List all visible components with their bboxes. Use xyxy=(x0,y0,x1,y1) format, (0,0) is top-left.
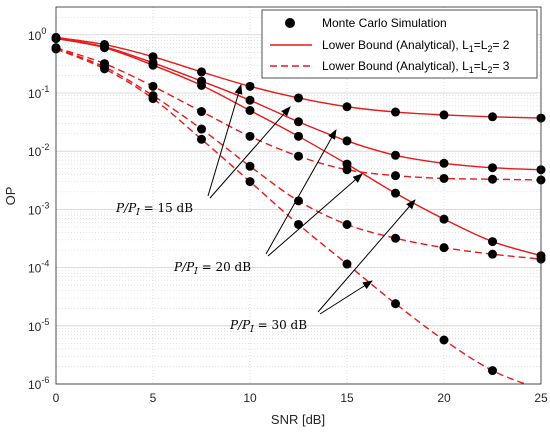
arrow-15db-to-dashed xyxy=(209,106,291,199)
sim-point-s1 xyxy=(245,81,255,91)
arrow-30db-to-solid xyxy=(317,199,416,313)
x-tick-label: 0 xyxy=(53,391,60,405)
legend-marker-simulation xyxy=(285,18,295,28)
arrow-15db-to-solid xyxy=(207,84,243,197)
sim-point-s5 xyxy=(439,243,449,253)
legend-label-solid: Lower Bound (Analytical), L1=L2= 2 xyxy=(322,38,510,54)
sim-point-s2 xyxy=(488,163,497,173)
sim-point-s6 xyxy=(245,177,255,187)
annotation-15db: P/PI = 15 dB xyxy=(115,84,291,218)
sim-point-s3 xyxy=(100,43,109,53)
sim-point-s1 xyxy=(488,112,497,122)
y-tick-labels: 100 10-1 10-2 10-3 10-4 10-5 10-6 xyxy=(28,26,49,392)
sim-point-s6 xyxy=(391,299,400,309)
y-axis-label: OP xyxy=(3,187,18,206)
annotation-30db: P/PI = 30 dB xyxy=(229,199,416,335)
sim-point-s6 xyxy=(100,64,109,74)
annotation-20db: P/PI = 20 dB xyxy=(173,129,363,277)
plot-frame xyxy=(55,6,542,385)
sim-point-s4 xyxy=(148,81,158,91)
legend-label-simulation: Monte Carlo Simulation xyxy=(322,16,447,30)
annotation-label-30db: P/PI = 30 dB xyxy=(229,318,307,335)
arrow-20db-to-dashed xyxy=(267,173,363,257)
x-tick-label: 15 xyxy=(340,391,354,405)
sim-point-s3 xyxy=(197,80,206,90)
sim-point-s6 xyxy=(197,134,206,144)
sim-point-s5 xyxy=(294,196,303,206)
x-axis-label: SNR [dB] xyxy=(271,412,325,427)
sim-point-s1 xyxy=(197,67,206,77)
sim-point-s2 xyxy=(245,95,255,105)
simulation-markers xyxy=(51,32,546,376)
legend-label-dashed: Lower Bound (Analytical), L1=L2= 3 xyxy=(322,59,510,75)
sim-point-s5 xyxy=(342,219,352,229)
sim-point-s2 xyxy=(294,117,303,127)
sim-point-s5 xyxy=(391,233,400,243)
sim-point-s4 xyxy=(439,173,449,183)
sim-point-s3 xyxy=(245,105,255,115)
y-tick-label: 10-5 xyxy=(28,317,49,334)
sim-point-s5 xyxy=(488,249,497,259)
sim-point-s1 xyxy=(342,102,352,112)
sim-point-s6 xyxy=(148,94,158,104)
y-tick-label: 100 xyxy=(28,26,46,43)
sim-point-s3 xyxy=(439,214,449,224)
sim-point-s5 xyxy=(245,161,255,171)
x-tick-label: 5 xyxy=(150,391,157,405)
sim-point-s6 xyxy=(488,366,497,376)
annotation-label-20db: P/PI = 20 dB xyxy=(173,260,251,277)
sim-point-s5 xyxy=(197,124,206,134)
legend: Monte Carlo Simulation Lower Bound (Anal… xyxy=(261,9,538,79)
sim-point-s3 xyxy=(488,237,497,247)
sim-point-s1 xyxy=(391,107,400,117)
sim-point-s2 xyxy=(391,150,400,160)
sim-point-s6 xyxy=(342,259,352,269)
y-tick-label: 10-1 xyxy=(28,84,49,101)
sim-point-s3 xyxy=(148,60,158,70)
y-tick-label: 10-6 xyxy=(28,375,49,392)
arrow-30db-to-dashed xyxy=(319,280,373,315)
y-tick-label: 10-2 xyxy=(28,142,49,159)
sim-point-s6 xyxy=(294,219,303,229)
sim-point-s1 xyxy=(439,110,449,120)
sim-point-s4 xyxy=(342,165,352,175)
sim-point-s1 xyxy=(294,93,303,103)
sim-point-s4 xyxy=(391,171,400,181)
sim-point-s4 xyxy=(294,151,303,161)
sim-point-s3 xyxy=(294,131,303,141)
sim-point-s4 xyxy=(197,107,206,117)
arrow-20db-to-solid xyxy=(265,129,337,255)
x-tick-labels: 0 5 10 15 20 25 xyxy=(53,391,548,405)
sim-point-s6 xyxy=(439,335,449,345)
x-tick-label: 20 xyxy=(437,391,451,405)
y-tick-label: 10-3 xyxy=(28,200,49,217)
annotation-label-15db: P/PI = 15 dB xyxy=(115,201,193,218)
sim-point-s4 xyxy=(245,131,255,141)
x-tick-label: 25 xyxy=(534,391,548,405)
sim-point-s2 xyxy=(342,136,352,146)
y-tick-label: 10-4 xyxy=(28,259,49,276)
sim-point-s4 xyxy=(488,174,497,184)
sim-point-s3 xyxy=(391,188,400,198)
sim-point-s2 xyxy=(439,158,449,168)
x-tick-label: 10 xyxy=(243,391,257,405)
